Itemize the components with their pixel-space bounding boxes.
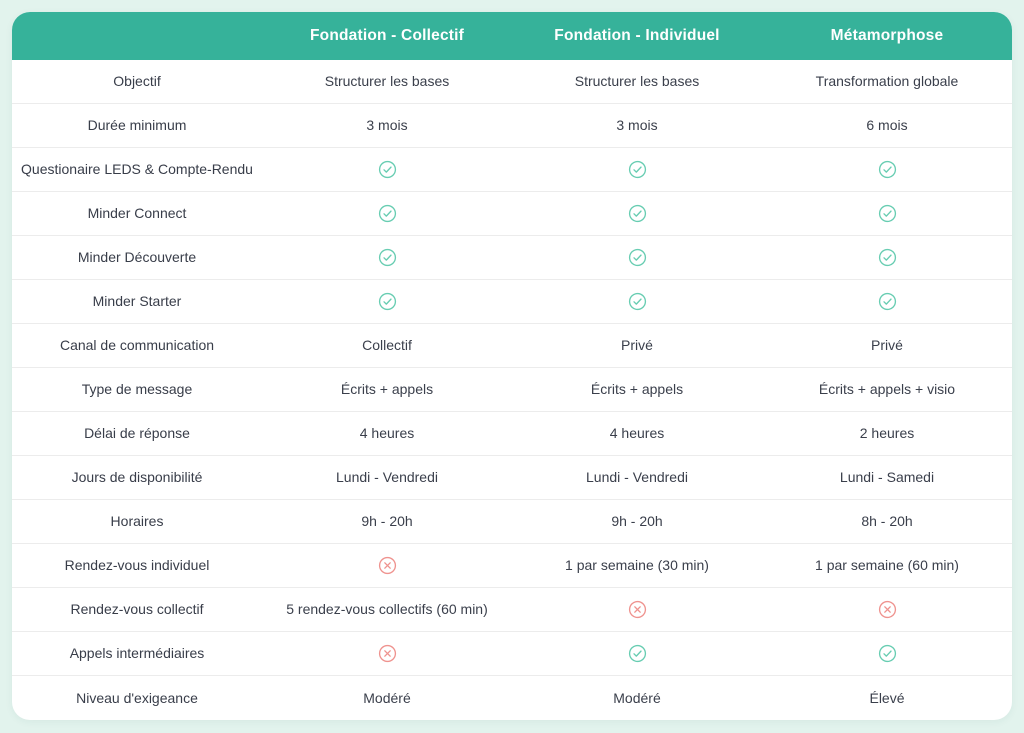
check-icon	[628, 644, 647, 663]
cell-value: 2 heures	[859, 425, 915, 442]
cross-icon	[378, 556, 397, 575]
table-row: Questionaire LEDS & Compte-Rendu	[12, 148, 1012, 192]
check-icon	[878, 292, 897, 311]
cell-value: 1 par semaine (60 min)	[815, 557, 959, 574]
cell-value: 9h - 20h	[361, 513, 413, 530]
row-label: Type de message	[81, 381, 193, 398]
table-row: Durée minimum 3 mois 3 mois 6 mois	[12, 104, 1012, 148]
cell-value: 4 heures	[609, 425, 665, 442]
cross-icon	[378, 644, 397, 663]
table-row: Minder Découverte	[12, 236, 1012, 280]
cell-value	[512, 644, 762, 663]
cell-value	[262, 292, 512, 311]
table-row: Jours de disponibilité Lundi - Vendredi Lu…	[12, 456, 1012, 500]
cell-value: Écrits + appels	[340, 381, 434, 398]
cell-value: Lundi - Vendredi	[586, 469, 688, 486]
table-row: Canal de communication Collectif Privé Priv…	[12, 324, 1012, 368]
cell-value	[262, 644, 512, 663]
check-icon	[628, 160, 647, 179]
table-header: Fondation - Collectif Fondation - Indivi…	[12, 12, 1012, 60]
cell-value: Lundi - Samedi	[839, 469, 935, 486]
row-label: Minder Connect	[87, 205, 187, 222]
row-label: Minder Découverte	[77, 249, 197, 266]
table-body: Objectif Structurer les bases Structurer l…	[12, 60, 1012, 720]
row-label: Objectif	[113, 73, 161, 90]
cell-value	[512, 600, 762, 619]
cell-value	[762, 204, 1012, 223]
column-header-fondation-collectif: Fondation - Collectif	[309, 27, 464, 44]
cell-value	[512, 248, 762, 267]
row-label: Appels intermédiaires	[69, 645, 205, 662]
cell-value: 3 mois	[616, 117, 658, 134]
cell-value: Écrits + appels	[590, 381, 684, 398]
row-label: Durée minimum	[87, 117, 187, 134]
cell-value: Élevé	[869, 689, 905, 706]
check-icon	[378, 292, 397, 311]
row-label: Niveau d'exigeance	[76, 689, 198, 706]
cell-value	[762, 644, 1012, 663]
cell-value: 1 par semaine (30 min)	[565, 557, 709, 574]
cell-value: Collectif	[362, 337, 412, 354]
comparison-table-card: Fondation - Collectif Fondation - Indivi…	[12, 12, 1012, 720]
row-label: Minder Starter	[92, 293, 182, 310]
cell-value	[512, 204, 762, 223]
row-label: Canal de communication	[59, 337, 215, 354]
cell-value: 9h - 20h	[611, 513, 663, 530]
check-icon	[378, 248, 397, 267]
table-row: Minder Starter	[12, 280, 1012, 324]
row-label: Jours de disponibilité	[71, 469, 203, 486]
cell-value	[262, 160, 512, 179]
table-row: Délai de réponse 4 heures 4 heures 2 heures	[12, 412, 1012, 456]
cross-icon	[628, 600, 647, 619]
cell-value: Structurer les bases	[574, 73, 700, 90]
cross-icon	[878, 600, 897, 619]
table-row: Objectif Structurer les bases Structurer l…	[12, 60, 1012, 104]
cell-value: 3 mois	[366, 117, 408, 134]
table-row: Type de message Écrits + appels Écrits + a…	[12, 368, 1012, 412]
cell-value	[262, 204, 512, 223]
cell-value: Structurer les bases	[324, 73, 450, 90]
row-label: Questionaire LEDS & Compte-Rendu	[21, 161, 253, 178]
table-row: Rendez-vous individuel 1 par semaine (30 …	[12, 544, 1012, 588]
row-label: Délai de réponse	[84, 425, 190, 442]
row-label: Horaires	[110, 513, 164, 530]
check-icon	[378, 204, 397, 223]
cell-value: Lundi - Vendredi	[336, 469, 438, 486]
cell-value: Modéré	[613, 689, 661, 706]
cell-value: Écrits + appels + visio	[818, 381, 956, 398]
check-icon	[878, 160, 897, 179]
cell-value: Modéré	[363, 689, 411, 706]
row-label: Rendez-vous individuel	[64, 557, 210, 574]
check-icon	[878, 248, 897, 267]
row-label: Rendez-vous collectif	[70, 601, 204, 618]
cell-value	[262, 248, 512, 267]
check-icon	[628, 292, 647, 311]
table-row: Rendez-vous collectif 5 rendez-vous colle…	[12, 588, 1012, 632]
check-icon	[628, 248, 647, 267]
check-icon	[628, 204, 647, 223]
cell-value: 8h - 20h	[861, 513, 913, 530]
cell-value: Privé	[871, 337, 903, 354]
cell-value	[762, 160, 1012, 179]
check-icon	[878, 204, 897, 223]
table-row: Appels intermédiaires	[12, 632, 1012, 676]
cell-value	[762, 248, 1012, 267]
check-icon	[878, 644, 897, 663]
column-header-metamorphose: Métamorphose	[830, 27, 944, 44]
cell-value: Privé	[621, 337, 653, 354]
cell-value	[512, 160, 762, 179]
table-row: Minder Connect	[12, 192, 1012, 236]
cell-value	[762, 600, 1012, 619]
cell-value	[762, 292, 1012, 311]
column-header-fondation-individuel: Fondation - Individuel	[554, 27, 720, 44]
cell-value: 5 rendez-vous collectifs (60 min)	[286, 601, 488, 618]
cell-value: 4 heures	[359, 425, 415, 442]
check-icon	[378, 160, 397, 179]
cell-value: Transformation globale	[815, 73, 959, 90]
table-row: Horaires 9h - 20h 9h - 20h 8h - 20h	[12, 500, 1012, 544]
cell-value: 6 mois	[866, 117, 908, 134]
cell-value	[262, 556, 512, 575]
cell-value	[512, 292, 762, 311]
table-row: Niveau d'exigeance Modéré Modéré Élevé	[12, 676, 1012, 720]
